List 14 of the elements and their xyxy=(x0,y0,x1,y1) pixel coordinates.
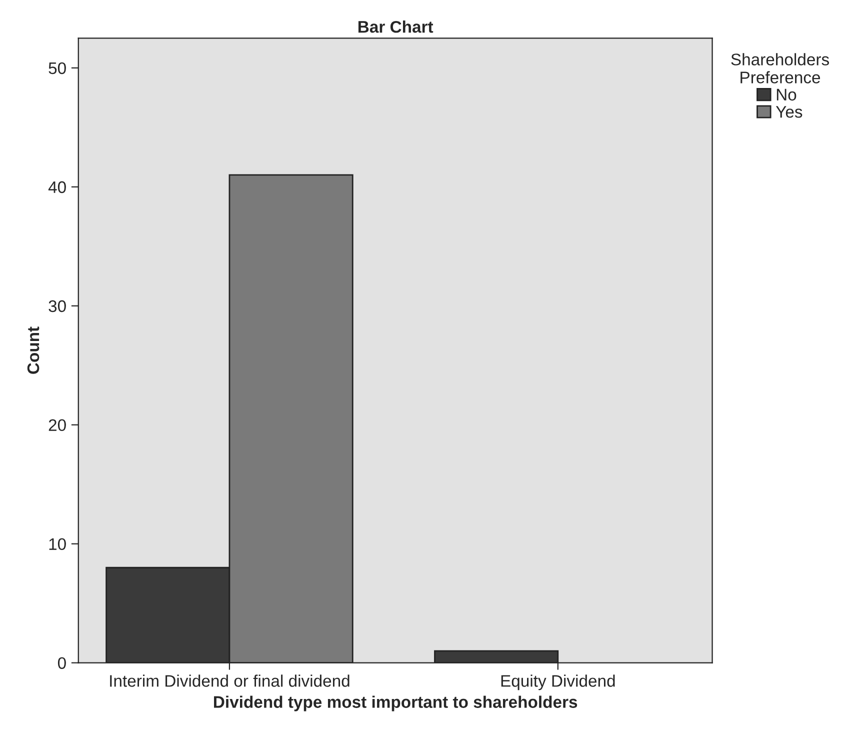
y-tick-label: 30 xyxy=(48,300,66,312)
y-tick-label: 50 xyxy=(48,62,66,74)
x-tick-label: Equity Dividend xyxy=(501,674,615,690)
legend-label: No xyxy=(776,88,796,101)
chart-title: Bar Chart xyxy=(358,20,434,33)
y-tick-label: 20 xyxy=(48,419,66,432)
y-tick-label: 40 xyxy=(48,181,66,194)
y-axis-title: Count xyxy=(27,326,40,374)
x-tick-label: Interim Dividend or final dividend xyxy=(110,674,350,687)
y-tick-label: 0 xyxy=(58,657,66,670)
legend-label: Yes xyxy=(776,106,802,118)
legend-title: Shareholders Preference xyxy=(731,53,829,84)
x-axis-title: Dividend type most important to shareholders xyxy=(214,696,578,712)
y-tick-label: 10 xyxy=(49,538,66,550)
